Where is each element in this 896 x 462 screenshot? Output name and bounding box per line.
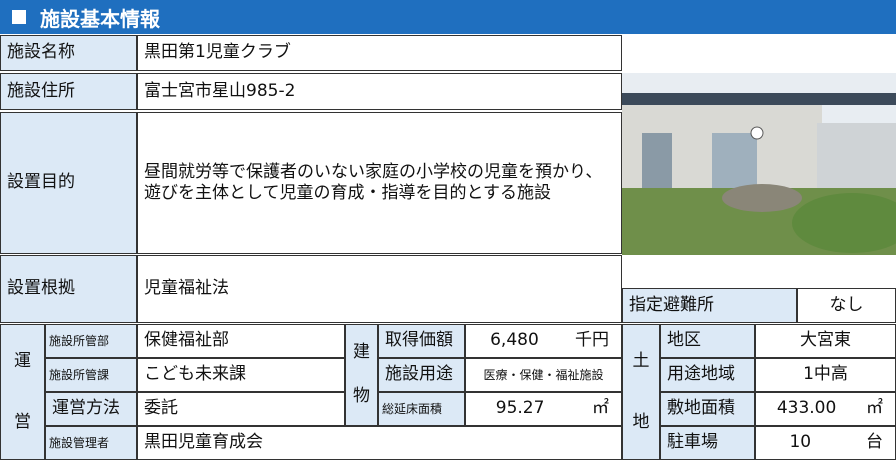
operation-row-label: 施設所管部: [45, 324, 137, 358]
operation-row-label: 施設所管課: [45, 358, 137, 392]
building-row-value-text: 6,480: [490, 330, 539, 351]
land-label-char: 地: [632, 411, 650, 432]
row-value: 昼間就労等で保護者のいない家庭の小学校の児童を預かり、遊びを主体として児童の育成…: [137, 112, 622, 254]
land-row-label: 敷地面積: [660, 392, 755, 426]
building-label-char: 物: [353, 386, 370, 407]
land-row-value: 大宮東: [755, 324, 896, 358]
evacuation-value: なし: [797, 288, 896, 323]
land-label-char: 土: [632, 350, 650, 371]
building-row-value-text: 95.27: [495, 398, 545, 419]
building-row-label: 施設用途: [378, 358, 465, 392]
operation-row-label: 施設管理者: [45, 426, 137, 460]
land-row-value-text: 大宮東: [800, 330, 851, 351]
building-row-value: 医療・保健・福祉施設: [465, 358, 622, 392]
operation-row-value-text: 黒田児童育成会: [144, 432, 263, 453]
land-row-label: 駐車場: [660, 426, 755, 460]
building-row-value: 6,480 千円: [465, 324, 622, 358]
operation-row-value: 委託: [137, 392, 345, 426]
evacuation-label: 指定避難所: [622, 288, 797, 323]
operation-row-value-text: 委託: [144, 398, 178, 419]
operation-row-value: 保健福祉部: [137, 324, 345, 358]
operation-label-char: 運: [14, 350, 31, 371]
building-row-value-unit: ㎡: [591, 398, 609, 419]
building-label-char: 建: [353, 342, 370, 363]
row-value: 黒田第1児童クラブ: [137, 35, 622, 71]
land-row-value: 10 台: [755, 426, 896, 460]
row-label: 設置根拠: [0, 255, 137, 323]
header-marker: [12, 10, 26, 24]
header-title: 施設基本情報: [40, 6, 160, 31]
operation-row-value-text: こども未来課: [144, 364, 246, 385]
land-row-value-text: 433.00: [776, 398, 837, 419]
land-row-value: 1中高: [755, 358, 896, 392]
row-value: 児童福祉法: [137, 255, 622, 323]
land-row-value-unit: ㎡: [865, 398, 883, 419]
operation-label: 運営: [0, 324, 45, 460]
land-row-value-unit: 台: [866, 432, 883, 453]
operation-row-value-text: 保健福祉部: [144, 330, 229, 351]
land-row-label: 用途地域: [660, 358, 755, 392]
land-row-value-text: 10: [789, 432, 812, 453]
land-row-label: 地区: [660, 324, 755, 358]
row-label: 施設名称: [0, 35, 137, 71]
operation-row-label: 運営方法: [45, 392, 137, 426]
operation-row-value: 黒田児童育成会: [137, 426, 622, 460]
operation-row-value: こども未来課: [137, 358, 345, 392]
row-label: 施設住所: [0, 73, 137, 110]
building-label: 建物: [345, 324, 378, 426]
building-row-label: 総延床面積: [378, 392, 465, 426]
row-value: 富士宮市星山985-2: [137, 73, 622, 110]
building-row-value-unit: 千円: [575, 330, 609, 351]
building-row-value: 95.27 ㎡: [465, 392, 622, 426]
land-label: 土地: [622, 324, 660, 460]
land-row-value: 433.00 ㎡: [755, 392, 896, 426]
facility-photo: [622, 73, 896, 255]
row-label: 設置目的: [0, 112, 137, 254]
building-row-value-text: 医療・保健・福祉施設: [483, 367, 604, 382]
building-row-label: 取得価額: [378, 324, 465, 358]
land-row-value-text: 1中高: [803, 364, 848, 385]
header: 施設基本情報: [0, 0, 896, 34]
operation-label-char: 営: [14, 411, 31, 432]
